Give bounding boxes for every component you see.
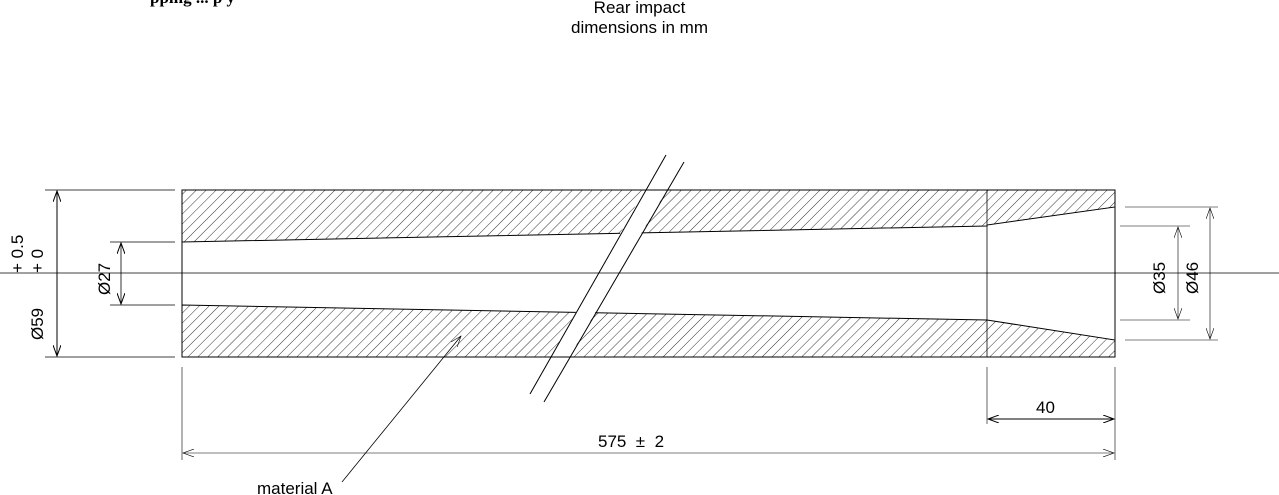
drawing-title: Rear impact [593,0,686,17]
break-line [543,161,685,403]
bore-diameter-label: Ø27 [95,263,114,295]
overall-length-label: 575 ± 2 [598,432,664,451]
material-leader [341,336,461,483]
end-bore-label: Ø35 [1150,262,1169,294]
material-label: material A [257,479,333,495]
cropped-heading: pping ... p y [150,0,235,8]
break-line [529,154,667,395]
break-gap [530,157,683,402]
units-note: dimensions in mm [571,18,708,37]
lower-wall-section [181,304,1116,358]
end-outer-label: Ø46 [1183,262,1202,294]
outer-diameter-label: Ø59 [28,308,47,340]
tolerance-upper-label: + 0.5 [8,235,27,273]
end-length-label: 40 [1036,398,1055,417]
tolerance-lower-label: + 0 [28,249,47,273]
